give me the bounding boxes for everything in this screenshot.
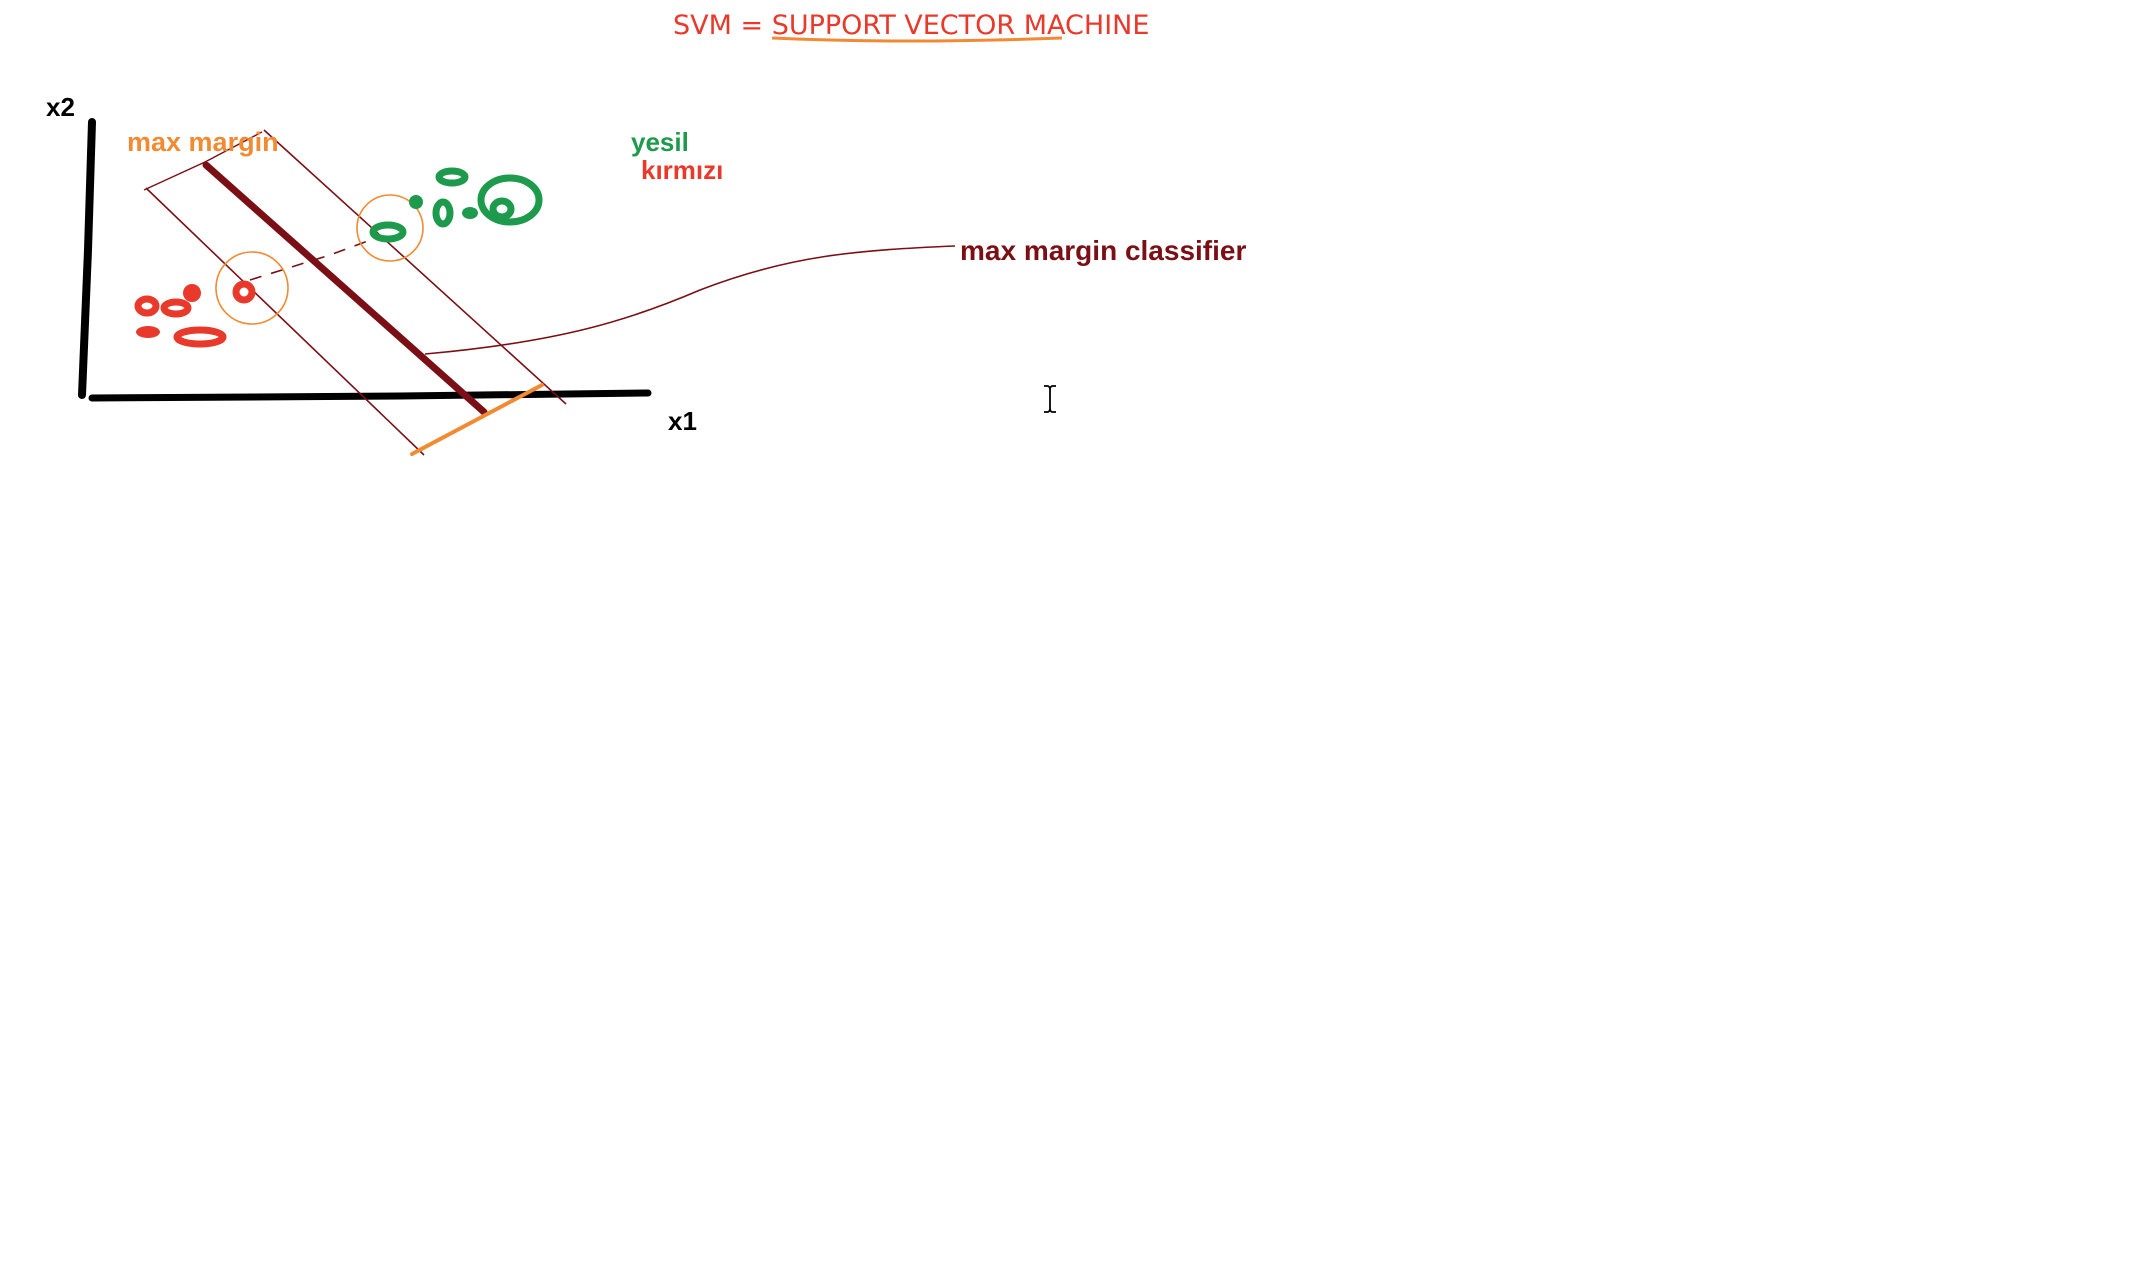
support-vector-circle-green — [356, 194, 424, 262]
green-point — [435, 167, 469, 187]
title-underline — [771, 36, 1063, 43]
text-cursor-icon — [1044, 385, 1056, 413]
red-point — [232, 280, 256, 304]
green-class-dots — [409, 195, 478, 219]
green-point — [432, 198, 454, 228]
y-axis-label: x2 — [46, 92, 75, 122]
margin-boundary-upper — [263, 129, 567, 405]
x-axis-label: x1 — [668, 406, 697, 436]
red-point — [183, 284, 201, 302]
red-class-dots — [136, 284, 201, 338]
y-axis — [78, 118, 96, 399]
hyperplane — [202, 161, 488, 416]
green-point — [369, 221, 407, 243]
classifier-label: max margin classifier — [960, 235, 1247, 266]
max-margin-label: max margin — [127, 127, 279, 157]
x-axis — [88, 389, 652, 402]
red-class-points — [134, 280, 256, 348]
green-class-points — [369, 167, 543, 243]
red-point — [173, 326, 227, 348]
margin-width-marker — [410, 383, 544, 456]
support-vector-circle-red — [215, 251, 289, 325]
margin-boundary-lower — [145, 187, 425, 456]
red-class-label: kırmızı — [641, 155, 724, 185]
red-point — [136, 326, 160, 338]
green-class-label: yesil — [631, 127, 689, 157]
green-point — [409, 195, 423, 209]
green-point — [489, 197, 515, 221]
red-point — [134, 295, 160, 317]
diagram-title: SVM = SUPPORT VECTOR MACHINE — [673, 10, 1150, 41]
classifier-pointer — [424, 245, 956, 355]
green-point — [462, 207, 478, 219]
red-point — [160, 298, 192, 318]
green-point — [477, 174, 543, 226]
